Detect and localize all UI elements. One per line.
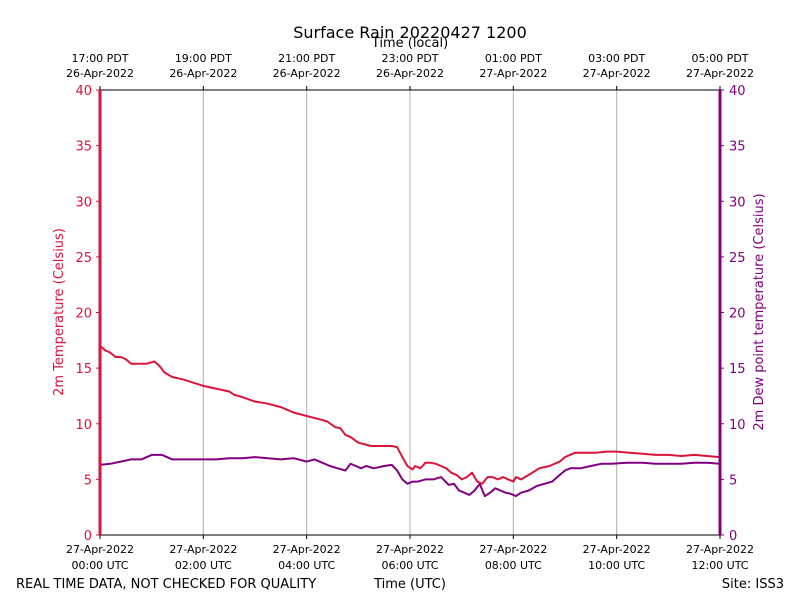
x-tick-local-date-label: 26-Apr-2022 bbox=[66, 67, 134, 80]
temperature-series-line bbox=[99, 345, 721, 485]
x-tick-local-time-label: 17:00 PDT bbox=[71, 52, 128, 65]
right-y-tick-label: 15 bbox=[729, 362, 746, 377]
x-tick-utc-date-label: 27-Apr-2022 bbox=[583, 543, 651, 556]
x-tick-local-time-label: 05:00 PDT bbox=[691, 52, 748, 65]
x-tick-local-time-label: 19:00 PDT bbox=[175, 52, 232, 65]
left-y-tick-label: 20 bbox=[75, 307, 92, 322]
left-y-tick-label: 30 bbox=[75, 195, 92, 210]
series-layer bbox=[99, 345, 721, 498]
x-tick-utc-time-label: 10:00 UTC bbox=[588, 559, 645, 572]
site-label: Site: ISS3 bbox=[722, 577, 784, 592]
left-y-tick-label: 25 bbox=[75, 251, 92, 266]
dewpoint-series-line bbox=[99, 453, 721, 498]
x-tick-utc-date-label: 27-Apr-2022 bbox=[479, 543, 547, 556]
x-tick-utc-date-label: 27-Apr-2022 bbox=[376, 543, 444, 556]
x-tick-local-time-label: 23:00 PDT bbox=[381, 52, 438, 65]
right-y-tick-label: 25 bbox=[729, 251, 746, 266]
right-y-tick-label: 20 bbox=[729, 307, 746, 322]
left-y-axis-label: 2m Temperature (Celsius) bbox=[52, 228, 67, 396]
left-y-tick-label: 5 bbox=[84, 473, 92, 488]
x-tick-local-date-label: 26-Apr-2022 bbox=[273, 67, 341, 80]
x-tick-local-time-label: 21:00 PDT bbox=[278, 52, 335, 65]
right-y-tick-label: 30 bbox=[729, 195, 746, 210]
x-tick-utc-date-label: 27-Apr-2022 bbox=[686, 543, 754, 556]
x-tick-local-date-label: 27-Apr-2022 bbox=[583, 67, 651, 80]
x-tick-utc-time-label: 12:00 UTC bbox=[691, 559, 748, 572]
left-y-tick-label: 0 bbox=[84, 529, 92, 544]
x-tick-local-date-label: 26-Apr-2022 bbox=[169, 67, 237, 80]
right-y-tick-label: 10 bbox=[729, 418, 746, 433]
x-tick-local-time-label: 01:00 PDT bbox=[485, 52, 542, 65]
x-tick-local-time-label: 03:00 PDT bbox=[588, 52, 645, 65]
x-tick-utc-time-label: 04:00 UTC bbox=[278, 559, 335, 572]
ticks: 0 0 5 5 10 10 15 15 20 20 25 25 30 30 35 35 40 40 27-Apr-2… bbox=[66, 52, 754, 572]
x-tick-utc-time-label: 06:00 UTC bbox=[381, 559, 438, 572]
quality-notice: REAL TIME DATA, NOT CHECKED FOR QUALITY bbox=[16, 577, 316, 592]
left-y-tick-label: 35 bbox=[75, 140, 92, 155]
left-y-tick-label: 10 bbox=[75, 418, 92, 433]
right-y-tick-label: 5 bbox=[729, 473, 737, 488]
x-tick-utc-date-label: 27-Apr-2022 bbox=[273, 543, 341, 556]
x-tick-local-date-label: 27-Apr-2022 bbox=[686, 67, 754, 80]
top-axis-label: Time (local) bbox=[371, 36, 448, 51]
x-tick-utc-date-label: 27-Apr-2022 bbox=[169, 543, 237, 556]
x-tick-utc-time-label: 02:00 UTC bbox=[175, 559, 232, 572]
left-y-tick-label: 40 bbox=[75, 84, 92, 99]
x-tick-local-date-label: 26-Apr-2022 bbox=[376, 67, 444, 80]
left-y-tick-label: 15 bbox=[75, 362, 92, 377]
chart-title: Surface Rain 20220427 1200 bbox=[293, 23, 527, 42]
x-tick-utc-time-label: 00:00 UTC bbox=[71, 559, 128, 572]
x-tick-local-date-label: 27-Apr-2022 bbox=[479, 67, 547, 80]
right-y-tick-label: 35 bbox=[729, 140, 746, 155]
right-y-tick-label: 0 bbox=[729, 529, 737, 544]
right-y-axis-label: 2m Dew point temperature (Celsius) bbox=[752, 193, 767, 430]
x-tick-utc-date-label: 27-Apr-2022 bbox=[66, 543, 134, 556]
x-tick-utc-time-label: 08:00 UTC bbox=[485, 559, 542, 572]
right-y-tick-label: 40 bbox=[729, 84, 746, 99]
x-axis-label: Time (UTC) bbox=[373, 577, 446, 592]
